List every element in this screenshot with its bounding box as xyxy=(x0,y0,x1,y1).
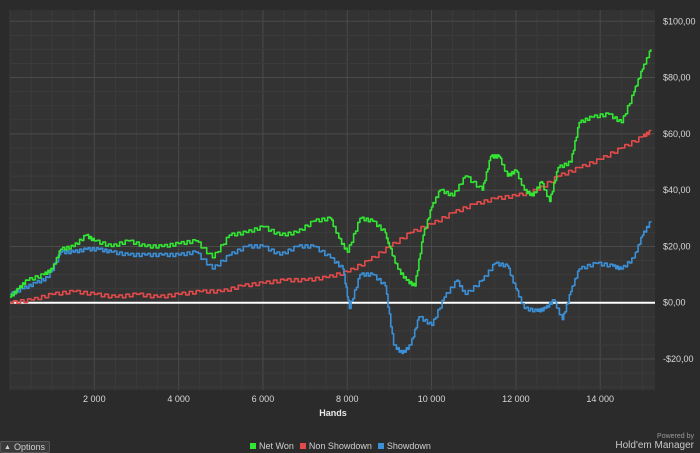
x-tick-label: 10 000 xyxy=(418,394,446,404)
powered-by-logo: Powered by Hold'em Manager xyxy=(615,432,694,451)
legend-item[interactable]: Non Showdown xyxy=(299,440,372,451)
series-lines xyxy=(10,49,655,355)
x-axis-title: Hands xyxy=(319,408,347,418)
y-tick-label: $100,00 xyxy=(663,16,696,26)
plot-background xyxy=(10,10,655,390)
y-tick-label: $40,00 xyxy=(663,185,691,195)
grid xyxy=(9,10,655,390)
x-tick-label: 12 000 xyxy=(502,394,530,404)
y-tick-label: $80,00 xyxy=(663,73,691,83)
brand-name: Hold'em Manager xyxy=(615,440,694,451)
y-tick-label: $60,00 xyxy=(663,129,691,139)
legend-label: Non Showdown xyxy=(308,440,372,451)
y-tick-label: $0,00 xyxy=(663,298,686,308)
powered-by-text: Powered by xyxy=(657,433,694,440)
y-tick-label: $20,00 xyxy=(663,241,691,251)
legend-swatch xyxy=(299,442,306,449)
y-tick-label: -$20,00 xyxy=(663,354,694,364)
legend-item[interactable]: Showdown xyxy=(377,440,431,451)
series-line-showdown xyxy=(10,221,652,355)
legend-swatch xyxy=(377,442,384,449)
x-tick-label: 2 000 xyxy=(83,394,106,404)
x-tick-label: 14 000 xyxy=(586,394,614,404)
legend-label: Showdown xyxy=(386,440,431,451)
x-tick-label: 4 000 xyxy=(167,394,190,404)
y-axis: -$20,00 $0,00 $20,00 $40,00 $60,00 $80,00 $100… xyxy=(663,16,696,364)
options-label: Options xyxy=(13,442,45,452)
legend: Net Won Non Showdown Showdown xyxy=(250,440,431,451)
x-axis: 2 000 4 000 6 000 8 000 10 000 12 000 14 000 xyxy=(83,394,614,404)
legend-item[interactable]: Net Won xyxy=(250,441,294,451)
legend-swatch xyxy=(250,442,256,449)
options-button[interactable]: ▲ Options xyxy=(0,441,50,453)
x-tick-label: 6 000 xyxy=(252,394,275,404)
legend-label: Net Won xyxy=(259,440,294,451)
series-line-non-showdown xyxy=(10,129,652,305)
x-tick-label: 8 000 xyxy=(336,394,359,404)
caret-up-icon: ▲ xyxy=(4,443,11,451)
series-line-net-won xyxy=(10,49,652,298)
